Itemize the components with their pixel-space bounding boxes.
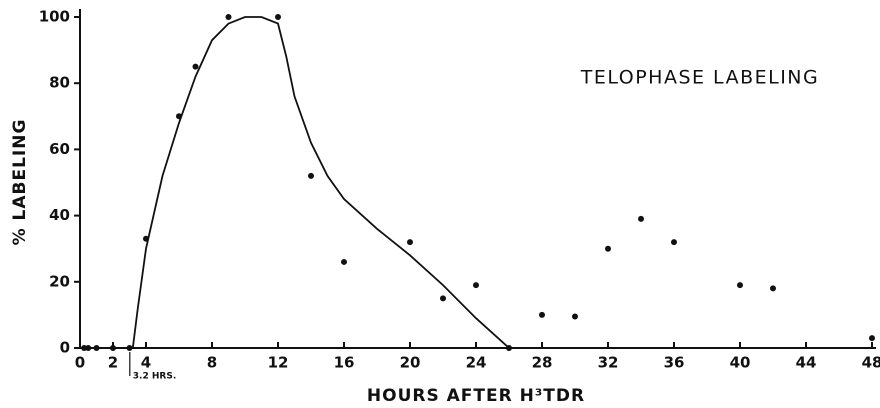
x-tick-label: 8 (207, 354, 217, 372)
x-tick-label: 40 (730, 354, 751, 372)
y-tick-label: 60 (49, 140, 70, 158)
data-point (176, 113, 182, 120)
data-point (85, 345, 92, 351)
x-tick-label: 0 (75, 354, 85, 372)
data-point (539, 311, 545, 318)
data-point (572, 313, 578, 320)
data-point (737, 282, 743, 289)
data-point (407, 239, 413, 246)
x-tick-label: 32 (598, 354, 619, 372)
data-point (308, 172, 314, 179)
data-point (126, 345, 133, 351)
curve (131, 16, 510, 349)
annotation: 3.2 HRS. (133, 372, 176, 382)
data-point (275, 14, 281, 20)
data-point (638, 215, 644, 222)
data-point (473, 282, 479, 289)
data-point (225, 14, 232, 20)
data-point (93, 345, 100, 351)
x-tick-label: 36 (664, 354, 685, 372)
x-tick-label: 4 (141, 354, 151, 372)
y-tick-label: 80 (49, 74, 70, 92)
x-tick-label: 24 (466, 354, 487, 372)
data-point (671, 239, 677, 246)
y-tick-label: 100 (39, 8, 70, 26)
chart-title: TELOPHASE LABELING (580, 67, 820, 89)
data-point (770, 285, 776, 292)
x-tick-label: 20 (400, 354, 421, 372)
data-point (506, 345, 512, 351)
x-tick-label: 48 (862, 354, 880, 372)
data-point (81, 345, 88, 351)
x-tick-label: 44 (796, 354, 817, 372)
data-point (440, 295, 446, 302)
data-point (341, 258, 347, 265)
data-point (869, 335, 875, 342)
data-point (110, 345, 116, 351)
x-tick-label: 28 (532, 354, 553, 372)
y-tick-label: 0 (60, 339, 70, 357)
x-axis-label: HOURS AFTER H³TDR (367, 386, 585, 406)
x-tick-label: 12 (268, 354, 289, 372)
y-tick-label: 40 (49, 206, 70, 224)
data-point (143, 235, 149, 242)
x-tick-label: 2 (108, 354, 118, 372)
x-tick-label: 16 (334, 354, 355, 372)
y-tick-label: 20 (49, 272, 70, 290)
data-point (605, 245, 611, 252)
data-point (192, 63, 199, 70)
y-axis-label: % LABELING (10, 119, 30, 246)
